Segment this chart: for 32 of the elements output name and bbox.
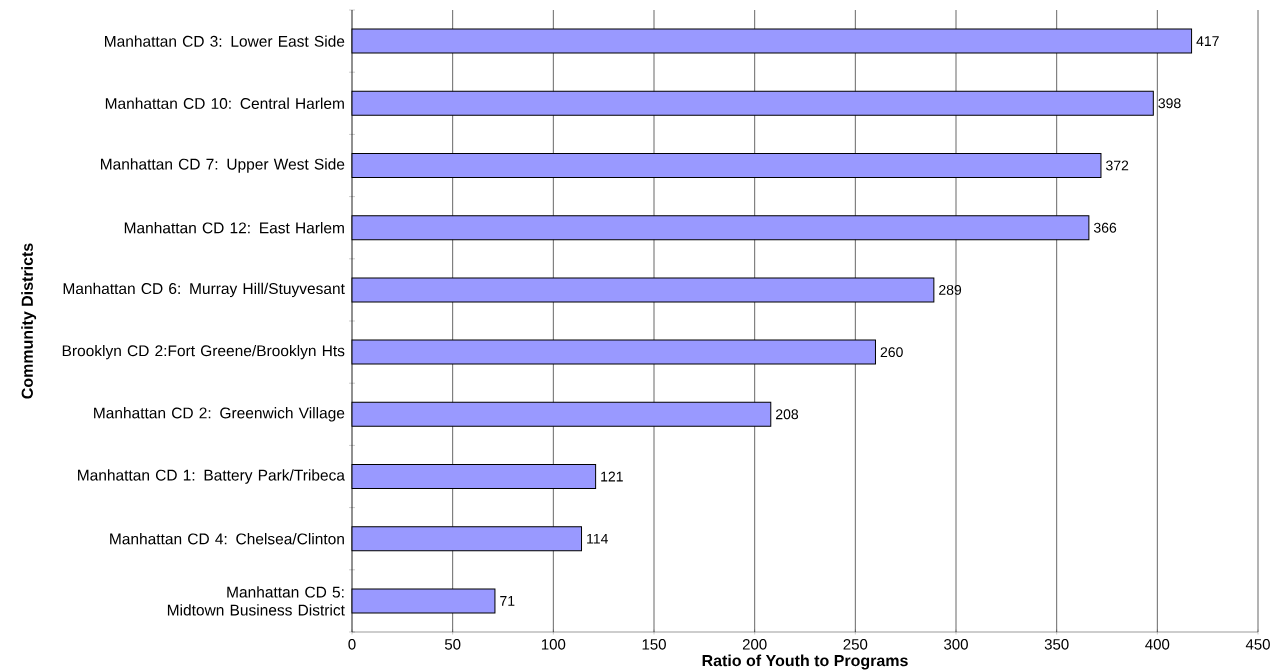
x-tick-label: 350 bbox=[1044, 639, 1069, 650]
data-label: 417 bbox=[1196, 36, 1219, 46]
data-label: 366 bbox=[1093, 222, 1117, 233]
y-tick-label: Manhattan CD 2: Greenwich Village bbox=[94, 407, 345, 422]
y-tick-label: Brooklyn CD 2:Fort Greene/Brooklyn Hts bbox=[62, 344, 345, 360]
y-tick-label: Manhattan CD 7: Upper West Side bbox=[101, 158, 345, 173]
data-label: 260 bbox=[880, 347, 903, 358]
data-label: 71 bbox=[500, 596, 515, 606]
x-tick-label: 400 bbox=[1145, 639, 1170, 650]
data-label: 289 bbox=[939, 284, 962, 295]
y-tick-label: Manhattan CD 6: Murray Hill/Stuyvesant bbox=[63, 282, 345, 298]
y-tick-label: Manhattan CD 3: Lower East Side bbox=[105, 35, 345, 47]
y-tick-label: Manhattan CD 5: Midtown Business District bbox=[167, 586, 345, 616]
y-tick-label: Manhattan CD 1: Battery Park/Tribeca bbox=[78, 469, 345, 484]
x-tick-label: 150 bbox=[642, 639, 666, 650]
data-label: 398 bbox=[1158, 98, 1181, 109]
x-tick-label: 200 bbox=[742, 639, 767, 650]
x-tick-label: 0 bbox=[348, 639, 356, 650]
x-tick-label: 100 bbox=[541, 639, 566, 650]
data-label: 114 bbox=[587, 533, 608, 544]
x-tick-label: 450 bbox=[1245, 639, 1270, 650]
data-label: 372 bbox=[1106, 160, 1129, 171]
y-tick-label: Manhattan CD 4: Chelsea/Clinton bbox=[110, 533, 344, 545]
y-tick-label: Manhattan CD 10: Central Harlem bbox=[105, 97, 344, 109]
x-axis-title: Ratio of Youth to Programs bbox=[702, 654, 908, 670]
y-axis-title: Community Districts bbox=[21, 243, 37, 399]
x-tick-label: 50 bbox=[444, 639, 461, 650]
y-tick-label: Manhattan CD 12: East Harlem bbox=[124, 222, 344, 234]
x-tick-label: 300 bbox=[944, 639, 968, 650]
data-label: 208 bbox=[776, 409, 799, 420]
x-tick-label: 250 bbox=[843, 639, 868, 650]
data-label: 121 bbox=[601, 471, 623, 482]
